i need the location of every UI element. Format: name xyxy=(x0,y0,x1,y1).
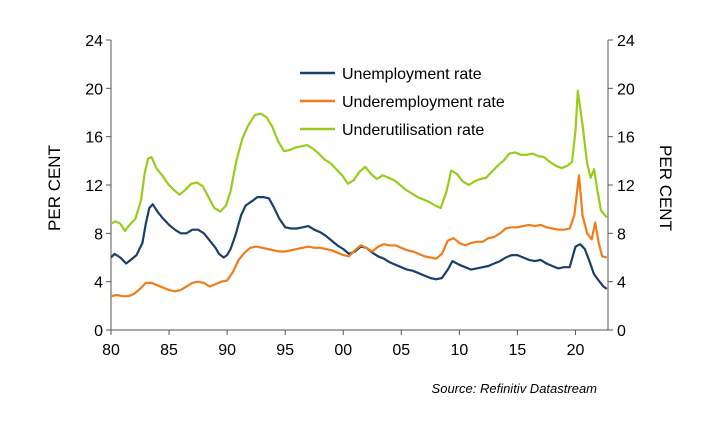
right-y-axis-title: PER CENT xyxy=(656,145,675,231)
left-y-tick-label: 24 xyxy=(85,33,103,50)
left-y-axis-title: PER CENT xyxy=(45,145,64,231)
series-lines xyxy=(110,89,608,298)
right-y-tick-label: 4 xyxy=(617,275,626,292)
left-y-tick-label: 20 xyxy=(85,81,103,98)
x-tick-label: 95 xyxy=(276,342,294,359)
x-tick-label: 85 xyxy=(160,342,178,359)
right-y-tick-label: 0 xyxy=(617,323,626,340)
x-tick-label: 05 xyxy=(392,342,410,359)
x-tick-label: 90 xyxy=(218,342,236,359)
left-y-tick-labels: 0 4 8 12 16 20 24 xyxy=(85,33,103,340)
left-y-tick-label: 0 xyxy=(94,323,103,340)
right-y-tick-label: 12 xyxy=(617,178,635,195)
series-line-underutilisation-rate xyxy=(110,89,608,232)
right-y-tick-label: 8 xyxy=(617,226,626,243)
left-y-tick-label: 16 xyxy=(85,130,103,147)
x-tick-label: 15 xyxy=(509,342,527,359)
chart-axes xyxy=(106,39,613,335)
x-tick-label: 00 xyxy=(334,342,352,359)
source-note: Source: Refinitiv Datastream xyxy=(432,381,598,396)
legend-label-underutilisation-rate: Underutilisation rate xyxy=(342,122,484,139)
series-line-unemployment-rate xyxy=(110,196,608,290)
right-y-tick-label: 24 xyxy=(617,33,635,50)
x-tick-label: 20 xyxy=(567,342,585,359)
left-y-tick-label: 12 xyxy=(85,178,103,195)
left-y-tick-label: 8 xyxy=(94,226,103,243)
legend-label-unemployment-rate: Unemployment rate xyxy=(342,66,482,83)
x-tick-label: 10 xyxy=(450,342,468,359)
x-tick-label: 80 xyxy=(102,342,120,359)
right-y-tick-labels: 0 4 8 12 16 20 24 xyxy=(617,33,635,340)
series-line-underemployment-rate xyxy=(110,174,608,298)
left-y-tick-label: 4 xyxy=(94,275,103,292)
right-y-tick-label: 20 xyxy=(617,81,635,98)
right-y-tick-label: 16 xyxy=(617,130,635,147)
legend-label-underemployment-rate: Underemployment rate xyxy=(342,94,505,111)
legend: Unemployment rate Underemployment rate Und… xyxy=(300,66,505,139)
x-tick-labels: 80 85 90 95 00 05 10 15 20 xyxy=(102,342,584,359)
